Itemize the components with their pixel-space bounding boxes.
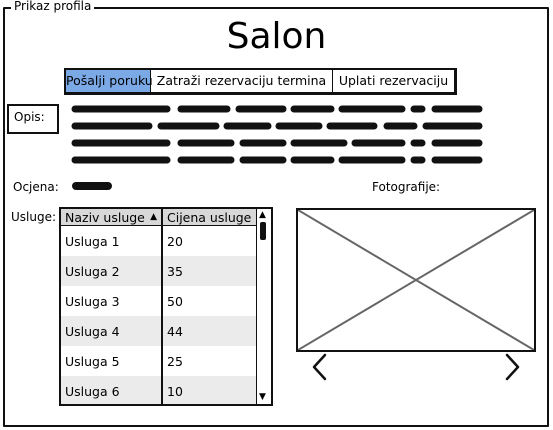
table-row[interactable]: Usluga 3 50 xyxy=(61,286,258,316)
sort-ascending-icon: ▲ xyxy=(150,211,157,222)
image-placeholder-icon xyxy=(298,210,534,350)
table-row[interactable]: Usluga 2 35 xyxy=(61,256,258,286)
profile-frame xyxy=(3,7,549,427)
tab-send-message[interactable]: Pošalji poruku xyxy=(66,70,153,92)
description-label: Opis: xyxy=(14,110,45,124)
services-table[interactable]: Naziv usluge ▲ Cijena usluge Usluga 1 20 … xyxy=(59,207,273,406)
tab-pay-reservation[interactable]: Uplati rezervaciju xyxy=(338,73,449,88)
tab-request-reservation[interactable]: Zatraži rezervaciju termina xyxy=(151,70,333,92)
service-name-cell: Usluga 5 xyxy=(61,346,163,376)
services-label: Usluge: xyxy=(11,210,57,224)
service-price-cell: 50 xyxy=(167,293,183,309)
table-row[interactable]: Usluga 1 20 xyxy=(61,225,258,256)
service-price-cell: 20 xyxy=(167,233,183,249)
service-price-cell: 25 xyxy=(167,353,183,369)
rating-scribble xyxy=(72,182,112,190)
service-name-cell: Usluga 1 xyxy=(61,225,163,256)
column-header-service-name[interactable]: Naziv usluge ▲ xyxy=(61,209,163,226)
service-price-cell: 10 xyxy=(162,376,258,404)
page-title: Salon xyxy=(226,16,327,57)
rating-label: Ocjena: xyxy=(13,180,59,194)
photo-placeholder xyxy=(296,208,536,352)
description-label-box: Opis: xyxy=(7,104,59,134)
table-row[interactable]: Usluga 5 25 xyxy=(61,346,258,376)
table-scrollbar[interactable]: ▲ ▼ xyxy=(256,209,271,404)
service-price-cell: 35 xyxy=(162,256,258,286)
service-name-cell: Usluga 2 xyxy=(61,256,163,286)
scroll-up-icon[interactable]: ▲ xyxy=(259,210,266,220)
table-row[interactable]: Usluga 6 10 xyxy=(61,376,258,404)
service-price-cell: 44 xyxy=(162,316,258,346)
service-name-cell: Usluga 4 xyxy=(61,316,163,346)
service-name-cell: Usluga 3 xyxy=(61,286,163,316)
scroll-down-icon[interactable]: ▼ xyxy=(259,392,266,402)
column-header-service-price[interactable]: Cijena usluge xyxy=(162,209,258,226)
frame-legend: Prikaz profila xyxy=(11,0,95,13)
tab-bar: Pošalji poruku Zatraži rezervaciju termi… xyxy=(64,68,457,95)
chevron-left-icon[interactable] xyxy=(310,352,330,382)
table-row[interactable]: Usluga 4 44 xyxy=(61,316,258,346)
service-name-cell: Usluga 6 xyxy=(61,376,163,404)
scroll-thumb[interactable] xyxy=(260,222,266,240)
chevron-right-icon[interactable] xyxy=(502,352,522,382)
photos-label: Fotografije: xyxy=(372,180,441,194)
description-text-scribble xyxy=(71,105,483,164)
